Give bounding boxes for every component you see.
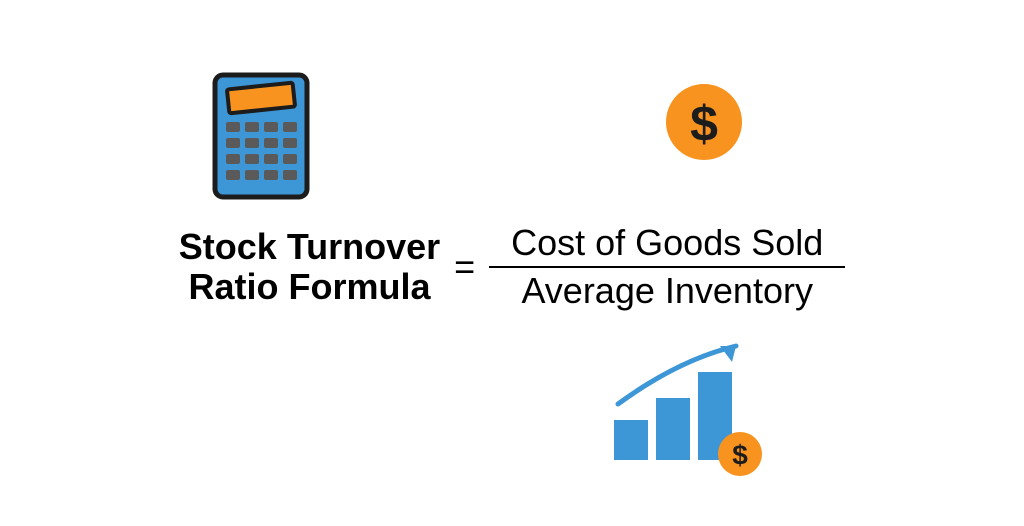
formula-lhs: Stock Turnover Ratio Formula bbox=[179, 227, 440, 306]
calculator-icon bbox=[212, 72, 310, 205]
formula-equation: Stock Turnover Ratio Formula = Cost of G… bbox=[0, 220, 1024, 314]
lhs-line2: Ratio Formula bbox=[179, 267, 440, 307]
chart-coin-symbol: $ bbox=[732, 440, 748, 471]
lhs-line1: Stock Turnover bbox=[179, 227, 440, 267]
formula-rhs: Cost of Goods Sold Average Inventory bbox=[489, 220, 845, 314]
bar-chart-icon: $ bbox=[608, 342, 770, 483]
numerator: Cost of Goods Sold bbox=[489, 220, 845, 266]
fraction: Cost of Goods Sold Average Inventory bbox=[489, 220, 845, 314]
dollar-coin-icon: $ bbox=[666, 84, 742, 160]
denominator: Average Inventory bbox=[489, 268, 845, 314]
equals-sign: = bbox=[454, 249, 475, 285]
dollar-symbol: $ bbox=[690, 96, 718, 152]
